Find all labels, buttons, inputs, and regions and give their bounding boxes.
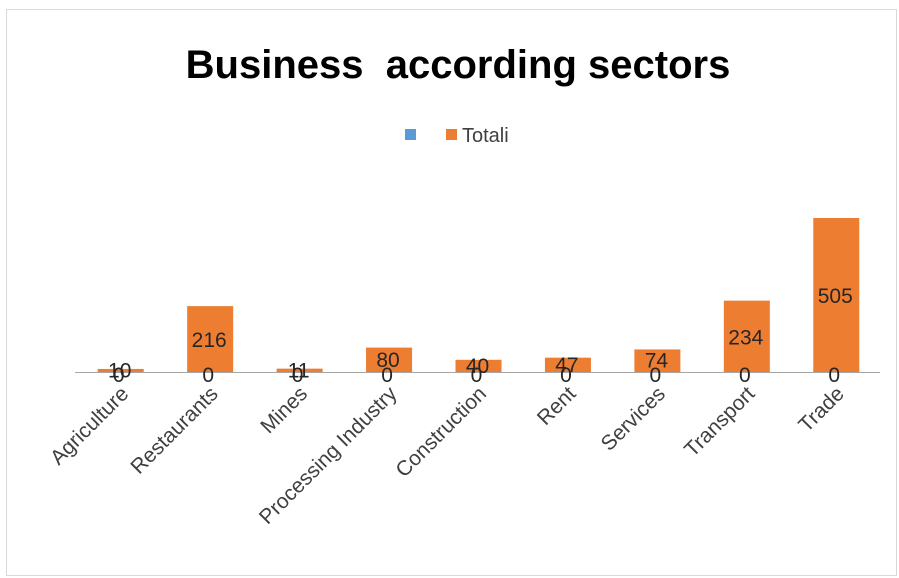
data-label-series-2: 234 <box>728 326 763 349</box>
x-tick-label: Construction <box>391 382 491 482</box>
chart-frame <box>6 9 897 576</box>
bar-series-2 <box>366 347 413 372</box>
bar-series-2 <box>544 357 591 372</box>
data-label-series-2: 80 <box>376 349 399 372</box>
bar-series-2 <box>455 359 502 372</box>
x-tick-label: Transport <box>680 382 759 461</box>
data-label-series-2: 216 <box>192 329 227 352</box>
bar-series-2 <box>634 349 681 372</box>
bar-series-2 <box>813 218 860 372</box>
data-label-series-1: 0 <box>113 364 125 387</box>
data-label-series-1: 0 <box>739 364 751 387</box>
bar-series-2 <box>723 300 770 372</box>
x-tick-label: Rent <box>533 382 581 430</box>
data-label-series-1: 0 <box>471 364 483 387</box>
data-label-series-2: 10 <box>108 359 131 382</box>
chart-title: Business according sectors <box>186 43 731 87</box>
data-label-series-2: 40 <box>466 355 489 378</box>
legend: Totali <box>405 125 509 147</box>
x-tick-label: Mines <box>256 382 312 438</box>
data-label-series-1: 0 <box>650 364 662 387</box>
data-label-series-1: 0 <box>560 364 572 387</box>
bar-series-2 <box>276 368 323 372</box>
data-label-series-1: 0 <box>202 364 214 387</box>
x-tick-label: Restaurants <box>126 382 222 478</box>
x-tick-label: Trade <box>794 382 849 437</box>
data-label-series-2: 505 <box>818 285 853 308</box>
bar-series-2 <box>97 368 144 372</box>
x-tick-label: Services <box>597 382 670 455</box>
data-label-series-2: 47 <box>555 354 578 377</box>
legend-swatch-series-2 <box>446 129 457 140</box>
data-label-series-1: 0 <box>292 364 304 387</box>
data-label-series-1: 0 <box>381 364 393 387</box>
data-label-series-2: 11 <box>288 359 310 382</box>
data-label-series-1: 0 <box>828 364 840 387</box>
data-label-series-2: 74 <box>645 350 669 373</box>
bar-series-2 <box>187 306 234 372</box>
legend-swatch-series-1 <box>405 129 416 140</box>
legend-label-series-2: Totali <box>462 125 509 147</box>
x-tick-label: Agriculture <box>46 382 133 469</box>
bars-group <box>97 218 860 372</box>
